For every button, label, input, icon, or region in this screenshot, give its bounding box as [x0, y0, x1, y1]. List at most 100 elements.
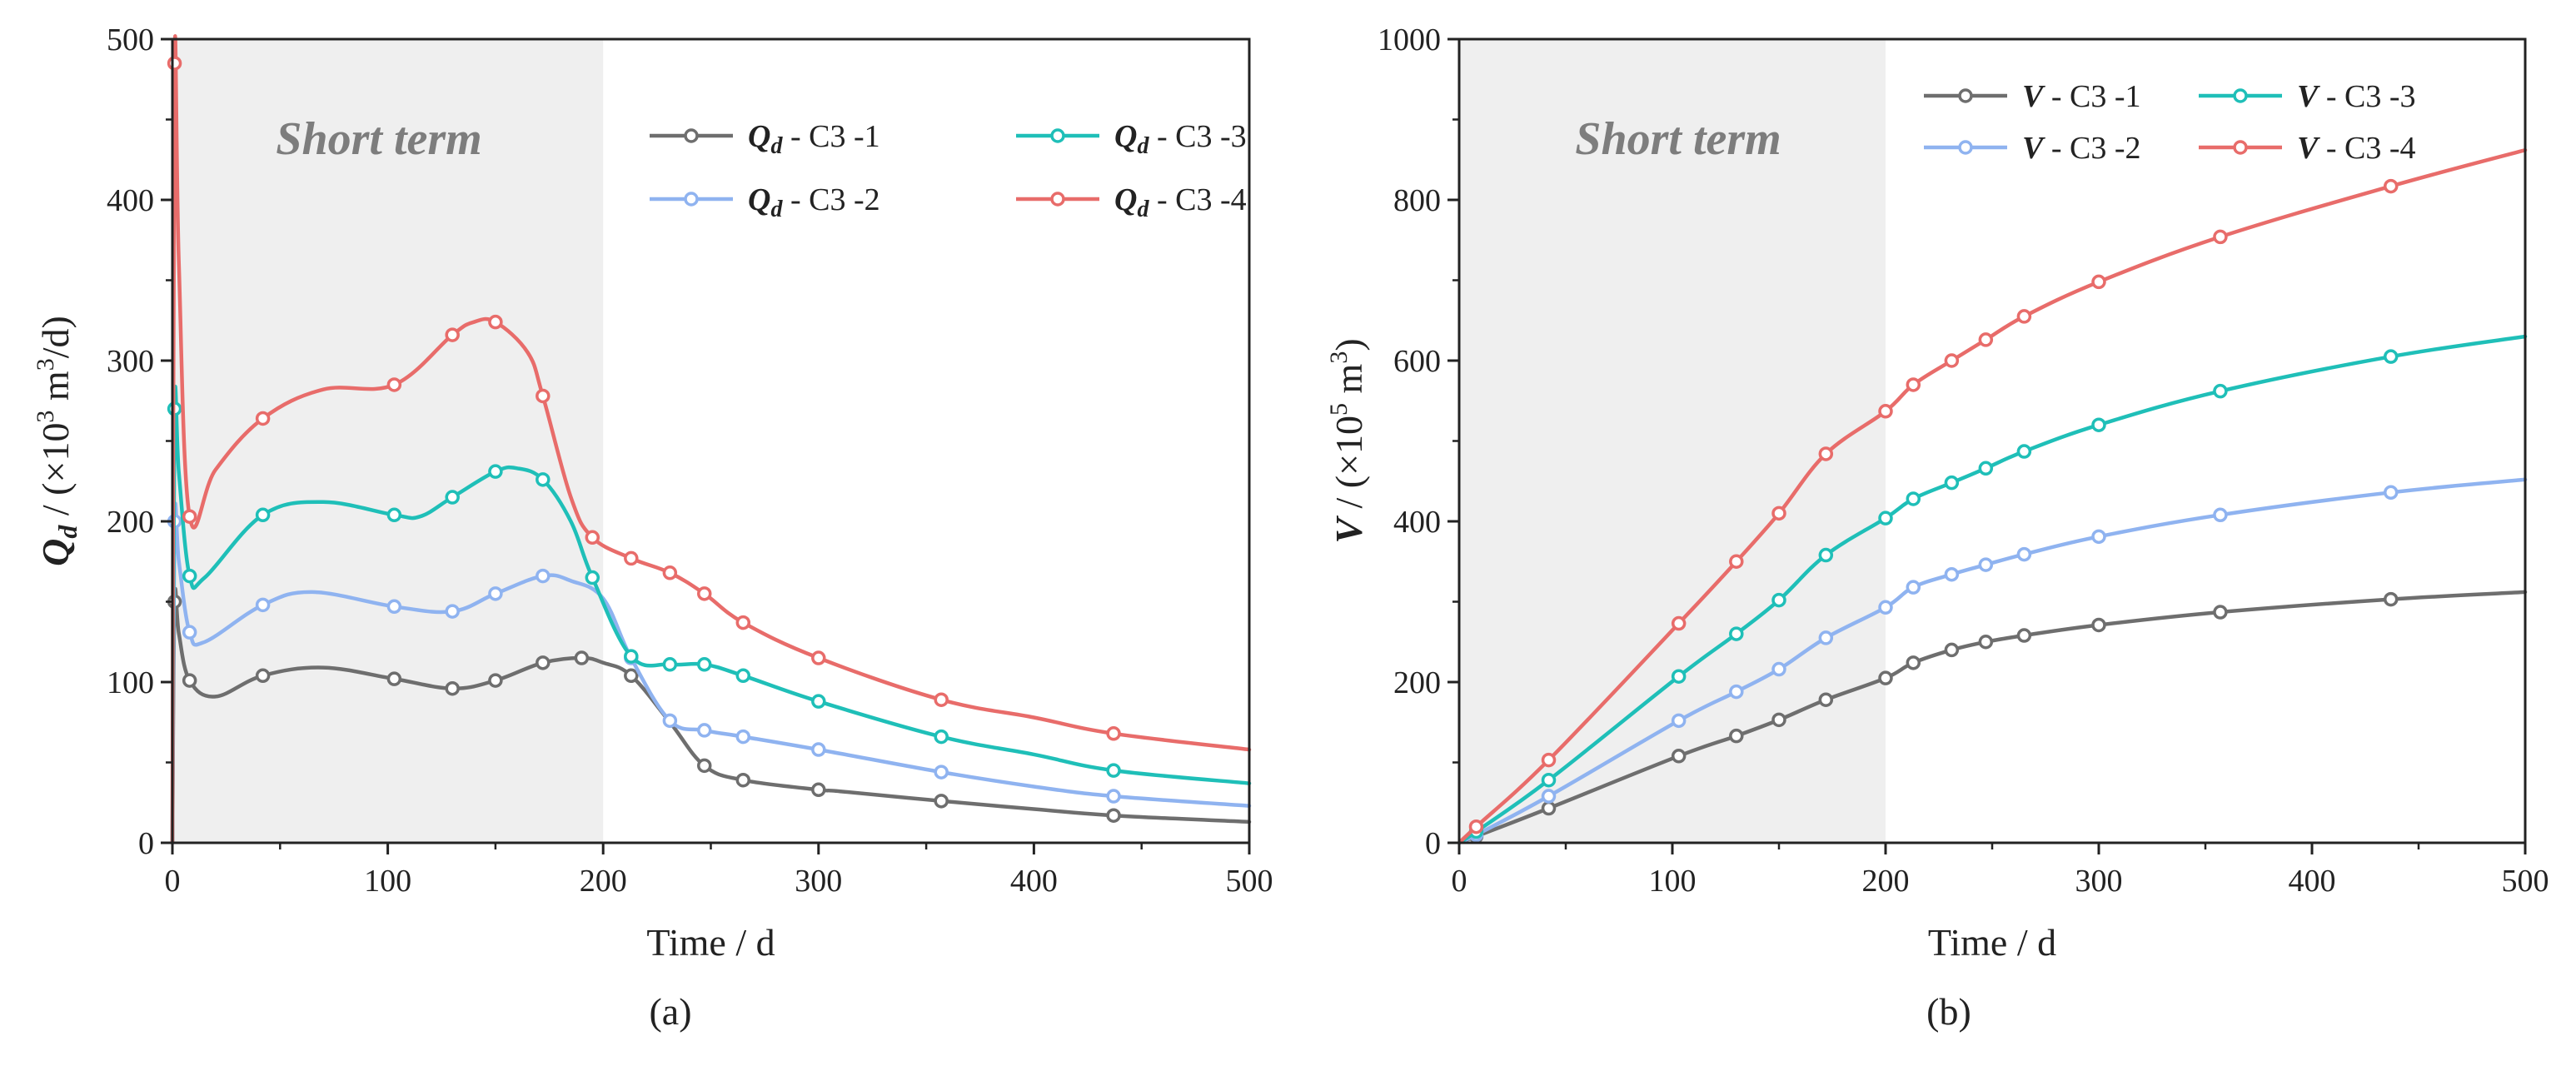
y-tick-label: 500 — [107, 22, 154, 57]
data-point — [2091, 274, 2106, 290]
data-point — [1106, 789, 1121, 804]
data-point — [1818, 547, 1834, 563]
legend-label: V - C3 -4 — [2297, 131, 2416, 166]
y-tick-label: 600 — [1393, 344, 1441, 379]
data-point — [1818, 446, 1834, 461]
data-point — [445, 327, 460, 342]
data-point — [735, 668, 751, 684]
x-tick-label: 0 — [1452, 864, 1467, 899]
data-point — [1944, 475, 1960, 491]
panel-b: Short term 0 100 200 300 400 500 0 200 400 600 800 1… — [1325, 22, 2549, 1033]
data-point — [1944, 353, 1960, 368]
x-tick-label: 200 — [1862, 864, 1910, 899]
data-point — [696, 723, 712, 738]
data-point — [2383, 178, 2399, 194]
data-point — [585, 530, 600, 545]
x-tick-label: 500 — [1226, 864, 1273, 899]
data-point — [536, 472, 551, 487]
data-point — [1106, 808, 1121, 823]
y-tick-label: 300 — [107, 344, 154, 379]
data-point — [1771, 661, 1786, 677]
legend-item: Qd - C3 -1 — [650, 119, 880, 159]
x-tick-label: 200 — [580, 864, 627, 899]
data-point — [585, 570, 600, 585]
data-point — [1671, 669, 1687, 684]
panel-caption: (b) — [1926, 990, 1971, 1033]
data-point — [488, 586, 503, 601]
data-point — [1771, 506, 1786, 521]
x-tick-label: 100 — [364, 864, 411, 899]
legend-marker — [1958, 88, 1973, 103]
legend-item: V - C3 -4 — [2199, 131, 2416, 166]
data-point — [536, 655, 551, 670]
data-point — [182, 568, 197, 584]
data-point — [1671, 615, 1687, 631]
data-point — [1978, 461, 1994, 476]
data-point — [1878, 600, 1893, 615]
data-point — [2016, 309, 2032, 324]
legend-item: V - C3 -2 — [1924, 131, 2141, 166]
data-point — [2213, 383, 2228, 399]
legend-marker — [684, 192, 699, 207]
legend-label: Qd - C3 -4 — [1114, 182, 1247, 222]
data-point — [1906, 655, 1921, 670]
x-tick-label: 400 — [2289, 864, 2336, 899]
data-point — [624, 550, 639, 566]
data-point — [624, 649, 639, 664]
data-point — [2091, 417, 2106, 432]
data-point — [934, 692, 949, 707]
y-tick-label: 400 — [1393, 505, 1441, 540]
data-point — [696, 758, 712, 774]
data-point — [1671, 713, 1687, 729]
data-point — [2383, 591, 2399, 607]
legend-label: Qd - C3 -3 — [1114, 119, 1247, 159]
data-point — [735, 729, 751, 745]
short-term-region — [172, 39, 604, 843]
data-point — [934, 765, 949, 780]
data-point — [1468, 819, 1484, 834]
data-point — [488, 464, 503, 479]
legend-marker — [1050, 128, 1065, 143]
data-point — [1818, 630, 1834, 645]
data-point — [255, 597, 271, 613]
data-point — [445, 490, 460, 505]
data-point — [1729, 684, 1744, 700]
data-point — [182, 625, 197, 640]
y-tick-label: 400 — [107, 183, 154, 218]
data-point — [536, 568, 551, 584]
data-point — [1944, 566, 1960, 582]
data-point — [386, 507, 402, 523]
series-line-c3-3 — [170, 384, 1252, 845]
legend-label: V - C3 -1 — [2022, 79, 2141, 114]
x-tick-label: 300 — [795, 864, 842, 899]
data-point — [1978, 332, 1994, 347]
data-point — [735, 615, 751, 630]
x-tick-label: 400 — [1010, 864, 1058, 899]
y-tick-label: 200 — [1393, 665, 1441, 700]
data-point — [1978, 557, 1994, 572]
y-tick-label: 200 — [107, 505, 154, 540]
data-point — [1771, 592, 1786, 608]
data-point — [1944, 642, 1960, 658]
legend-marker — [2233, 140, 2248, 155]
legend-item: Qd - C3 -4 — [1016, 182, 1247, 222]
x-axis-title: Time / d — [646, 921, 775, 964]
data-point — [1771, 712, 1786, 728]
y-tick-label: 800 — [1393, 183, 1441, 218]
data-point — [934, 729, 949, 745]
legend-label: V - C3 -2 — [2022, 131, 2141, 166]
panel-caption: (a) — [649, 990, 691, 1033]
legend-label: V - C3 -3 — [2297, 79, 2416, 114]
data-point — [1541, 800, 1557, 816]
data-point — [696, 657, 712, 672]
data-point — [386, 671, 402, 686]
data-point — [255, 507, 271, 523]
panel-a: Short term 0 100 200 300 400 500 0 100 200 300 400 5… — [32, 22, 1273, 1033]
data-point — [1978, 635, 1994, 650]
data-point — [2383, 485, 2399, 501]
legend-item: V - C3 -3 — [2199, 79, 2416, 114]
data-point — [1906, 377, 1921, 392]
legend-item: Qd - C3 -2 — [650, 182, 880, 222]
